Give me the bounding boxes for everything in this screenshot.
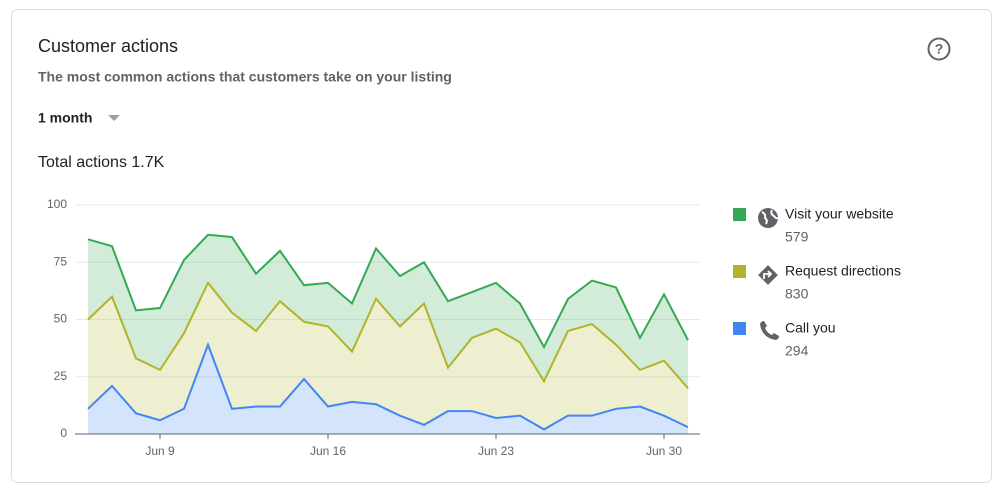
card-subtitle: The most common actions that customers t…	[38, 69, 452, 85]
area-fill	[88, 344, 688, 434]
legend-swatch	[733, 208, 746, 221]
legend-swatch	[733, 265, 746, 278]
x-tick-label: Jun 23	[478, 444, 514, 458]
y-tick-label: 25	[54, 369, 68, 383]
area-line	[87, 233, 689, 350]
dropdown-arrow[interactable]	[108, 115, 120, 121]
x-tick-label: Jun 9	[145, 444, 175, 458]
card-border	[11, 9, 992, 483]
globe-icon	[758, 208, 779, 228]
legend-icons	[758, 208, 779, 340]
legend-total: 294	[785, 343, 809, 359]
legend-label: Call you	[785, 320, 836, 336]
period-select[interactable]: 1 month	[38, 110, 92, 126]
legend-label: Request directions	[785, 263, 901, 279]
y-tick-label: 50	[54, 312, 68, 326]
svg-text:?: ?	[935, 41, 944, 57]
area-line	[87, 280, 689, 389]
x-tick-label: Jun 16	[310, 444, 346, 458]
legend-label: Visit your website	[785, 206, 894, 222]
card-title: Customer actions	[38, 36, 178, 56]
directions-icon	[758, 265, 778, 285]
x-tick-label: Jun 30	[646, 444, 682, 458]
y-tick-label: 75	[54, 254, 68, 268]
legend-total: 579	[785, 229, 809, 245]
legend-total: 830	[785, 286, 809, 302]
phone-icon	[760, 321, 779, 340]
area-line	[87, 341, 689, 431]
area-fill	[88, 282, 688, 430]
chart-title: Total actions 1.7K	[38, 154, 165, 171]
legend-swatch	[733, 322, 746, 335]
help-icon[interactable]: ?	[927, 37, 951, 61]
y-tick-label: 0	[60, 426, 67, 440]
y-tick-label: 100	[47, 197, 67, 211]
